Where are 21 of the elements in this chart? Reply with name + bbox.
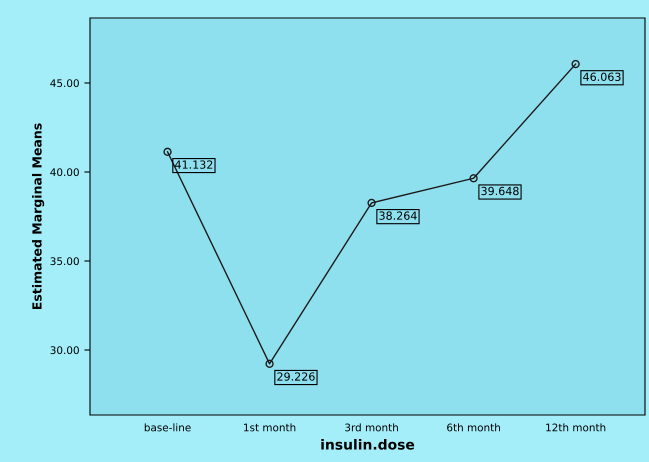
y-tick-label: 30.00 (50, 346, 79, 354)
y-tick-label: 40.00 (50, 168, 79, 176)
data-label: 29.226 (277, 372, 315, 381)
x-tick-label: 3rd month (345, 423, 398, 432)
x-tick-label: 6th month (447, 423, 500, 432)
data-label: 38.264 (379, 211, 417, 220)
data-label: 46.063 (583, 72, 621, 81)
x-axis-title: insulin.dose (321, 438, 414, 450)
data-label: 41.132 (175, 160, 212, 169)
point (469, 174, 478, 182)
point (163, 148, 172, 156)
y-tick-label: 35.00 (50, 257, 79, 266)
data-label: 39.648 (481, 186, 519, 196)
point (367, 198, 376, 208)
y-tick-label: 45.00 (50, 79, 79, 88)
x-tick-label: 1st month (244, 423, 296, 432)
y-axis-title: Estimated Marginal Means (32, 123, 44, 310)
x-tick-label: 12th month (546, 423, 606, 432)
point (265, 360, 274, 368)
x-tick-label: base-line (144, 423, 191, 432)
point (571, 60, 580, 68)
